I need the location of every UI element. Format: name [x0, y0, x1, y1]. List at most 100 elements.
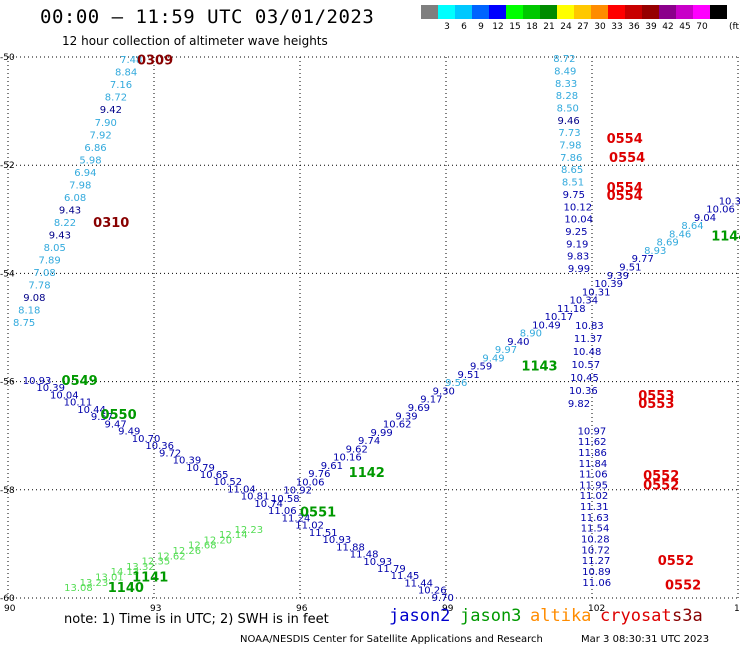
wave-height-value: 9.61 [321, 461, 343, 472]
wave-height-value: 11.06 [579, 470, 608, 481]
wave-height-value: 8.84 [115, 68, 137, 79]
wave-height-value: 8.46 [669, 229, 691, 240]
wave-height-value: 11.45 [391, 571, 420, 582]
time-label: 0309 [137, 54, 173, 69]
wave-height-value: 7.48 [120, 55, 142, 66]
wave-height-value: 9.04 [694, 213, 716, 224]
wave-height-value: 9.25 [565, 227, 587, 238]
wave-height-value: 12.26 [173, 546, 202, 557]
wave-height-value: 10.83 [575, 321, 604, 332]
lon-tick-label: 102 [588, 604, 605, 614]
wave-height-value: 9.70 [432, 593, 454, 604]
legend-swatch [472, 5, 489, 19]
wave-height-value: 9.83 [567, 252, 589, 263]
wave-height-value: 11.84 [579, 459, 608, 470]
time-label: 0553 [638, 397, 674, 412]
lat-tick-label: -54 [0, 269, 15, 279]
wave-height-value: 11.63 [580, 513, 609, 524]
wave-height-value: 10.3 [719, 196, 740, 207]
wave-height-value: 10.06 [296, 477, 325, 488]
track-0309: 7.48 8.847.16 8.729.42 7.907.92 6.865.98 6.94… [13, 55, 142, 329]
wave-height-value: 10.93 [23, 376, 52, 387]
wave-height-value: 9.74 [358, 436, 380, 447]
wave-height-value: 10.97 [578, 426, 607, 437]
wave-height-value: 10.72 [581, 545, 610, 556]
wave-height-value: 10.70 [132, 434, 161, 445]
wave-height-value: 7.98 [69, 180, 91, 191]
wave-height-value: 8.69 [657, 238, 679, 249]
wave-height-value: 9.97 [495, 345, 517, 356]
legend-label: 42 [662, 22, 674, 32]
wave-height-value: 9.08 [23, 293, 45, 304]
time-label: 1142 [349, 466, 385, 481]
wave-height-value: 9.82 [568, 399, 590, 410]
wave-height-value: 8.72 [553, 54, 575, 65]
satellite-name-s3a: s3a [672, 606, 703, 626]
wave-height-value: 11.06 [582, 578, 611, 589]
wave-height-value: 11.62 [578, 437, 607, 448]
wave-height-value: 11.95 [579, 480, 608, 491]
wave-height-value: 10.34 [569, 296, 598, 307]
wave-height-value: 9.51 [458, 370, 480, 381]
wave-height-value: 10.04 [50, 390, 79, 401]
wave-height-value: 6.94 [74, 168, 96, 179]
lat-tick-label: -50 [0, 53, 15, 63]
wave-height-value: 8.22 [54, 218, 76, 229]
wave-height-value: 9.59 [470, 362, 492, 373]
wave-height-value: 8.50 [557, 103, 579, 114]
wave-height-value: 7.98 [559, 141, 581, 152]
wave-height-value: 7.90 [95, 118, 117, 129]
wave-height-value: 11.51 [309, 528, 338, 539]
lon-tick-label: 90 [4, 604, 16, 614]
wave-height-value: 10.65 [200, 470, 229, 481]
lat-tick-label: -58 [0, 486, 15, 496]
legend-swatch [557, 5, 574, 19]
wave-height-value: 7.08 [33, 268, 55, 279]
wave-height-value: 10.79 [186, 463, 215, 474]
wave-height-value: 12.23 [234, 525, 263, 536]
time-label: 1144 [711, 230, 740, 245]
wave-height-value: 9.17 [420, 395, 442, 406]
wave-height-value: 11.06 [268, 506, 297, 517]
legend-swatch [506, 5, 523, 19]
wave-height-value: 8.90 [520, 329, 542, 340]
time-label: 1140 [108, 581, 144, 596]
wave-height-value: 10.39 [173, 456, 202, 467]
wave-height-value: 9.72 [159, 448, 181, 459]
wave-height-value: 10.31 [582, 287, 611, 298]
wave-height-value: 10.57 [571, 360, 600, 371]
legend-unit: (ft) [729, 22, 740, 32]
wave-height-value: 10.28 [581, 534, 610, 545]
legend-label: 30 [594, 22, 606, 32]
map-title: 00:00 – 11:59 UTC 03/01/2023 [40, 6, 375, 28]
wave-height-value: 10.06 [706, 205, 735, 216]
wave-height-value: 11.04 [227, 484, 256, 495]
legend-swatch [438, 5, 455, 19]
legend-label: 9 [478, 22, 484, 32]
wave-height-value: 9.62 [346, 444, 368, 455]
legend-label: 39 [645, 22, 657, 32]
wave-height-value: 6.08 [64, 193, 86, 204]
wave-height-value: 9.42 [100, 105, 122, 116]
map-subtitle: 12 hour collection of altimeter wave hei… [62, 34, 328, 48]
wave-height-value: 9.49 [482, 353, 504, 364]
wave-height-value: 10.89 [582, 567, 611, 578]
wave-height-value: 8.64 [681, 221, 703, 232]
legend-label: 6 [461, 22, 467, 32]
wave-height-value: 10.48 [573, 347, 602, 358]
wave-height-value: 10.74 [254, 499, 283, 510]
time-label: 1143 [521, 359, 557, 374]
wave-height-value: 12.35 [142, 557, 171, 568]
time-label: 0551 [300, 505, 336, 520]
legend-label: 70 [696, 22, 708, 32]
wave-height-value: 13.32 [126, 562, 155, 573]
wave-height-value: 9.46 [558, 116, 580, 127]
wave-height-value: 10.58 [271, 494, 300, 505]
wave-height-value: 9.99 [370, 428, 392, 439]
wave-height-value: 10.04 [564, 215, 593, 226]
wave-height-value: 9.49 [118, 427, 140, 438]
footer-note: note: 1) Time is in UTC; 2) SWH is in fe… [64, 612, 329, 627]
legend-label: 45 [679, 22, 691, 32]
wave-height-value: 10.11 [64, 398, 93, 409]
wave-height-value: 10.45 [570, 373, 599, 384]
